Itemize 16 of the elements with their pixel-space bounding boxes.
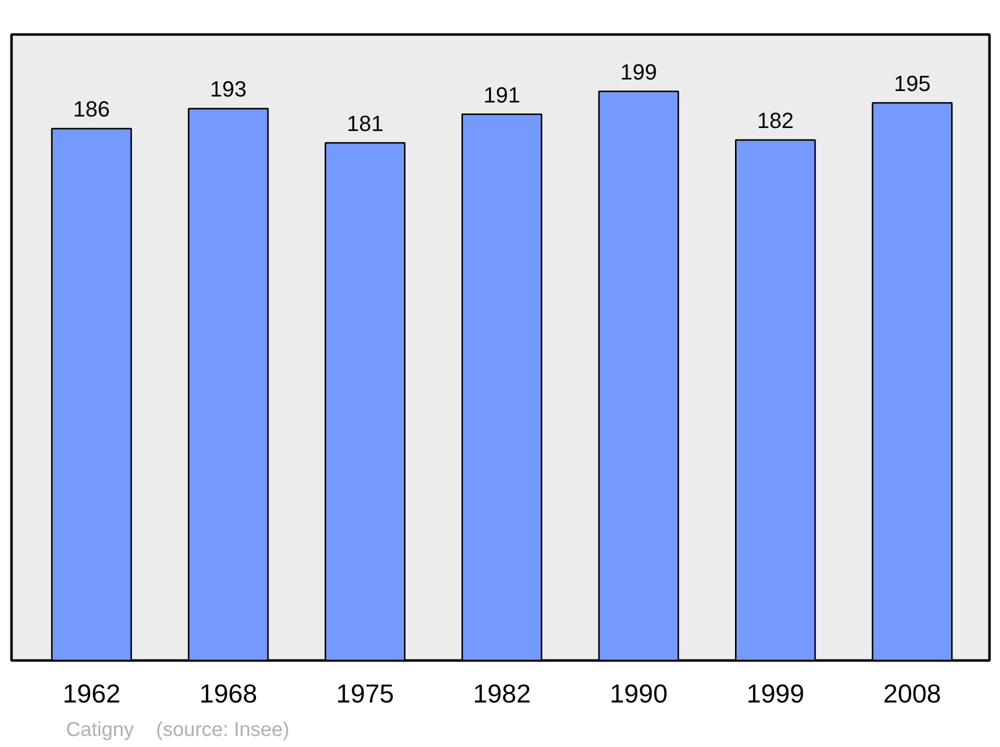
data-label: 182 — [757, 108, 794, 134]
x-tick-label: 2008 — [883, 678, 942, 708]
data-label: 191 — [484, 82, 520, 108]
data-label: 193 — [210, 76, 247, 102]
x-tick-label: 1982 — [472, 678, 531, 708]
x-tick-label: 1962 — [62, 678, 120, 708]
data-label: 195 — [894, 70, 931, 96]
x-tick-label: 1999 — [746, 678, 804, 708]
x-tick-label: 1975 — [336, 678, 394, 708]
text: Catigny — [66, 719, 134, 741]
x-tick-label: 1968 — [199, 678, 258, 708]
data-label: 181 — [346, 110, 384, 136]
data-label: 186 — [73, 96, 110, 122]
x-tick-label: 1990 — [610, 678, 668, 708]
text: (source: Insee) — [156, 719, 290, 741]
data-label: 199 — [620, 59, 658, 84]
